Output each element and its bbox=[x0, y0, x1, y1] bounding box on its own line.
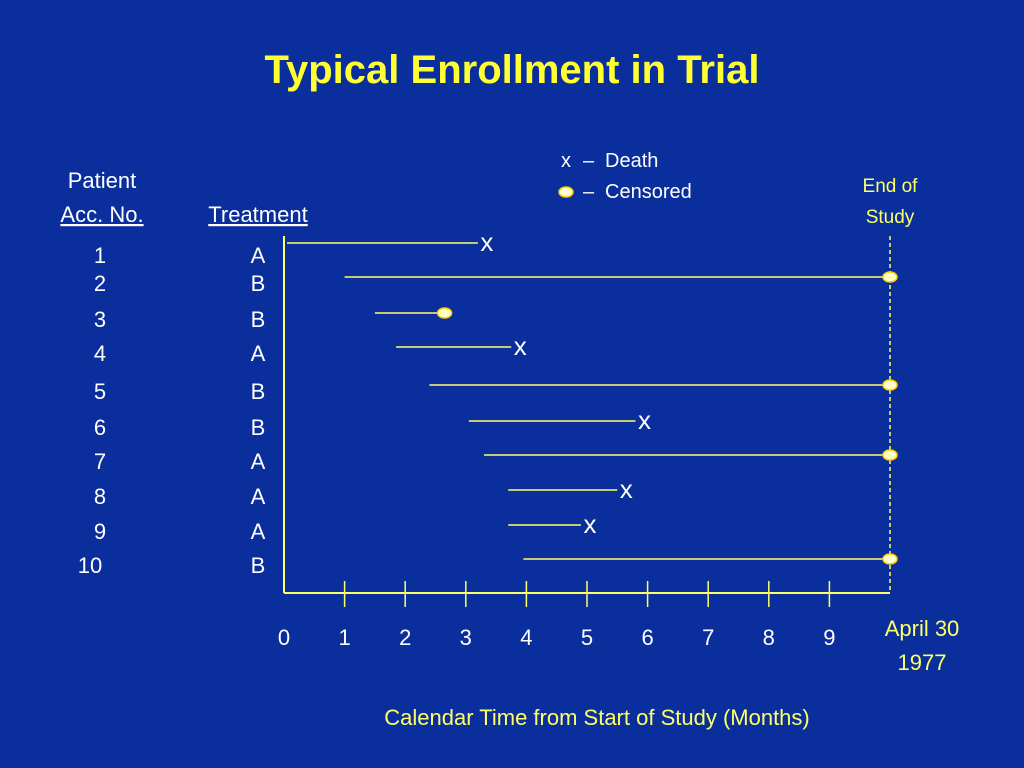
legend-death-symbol: x bbox=[561, 150, 571, 172]
patient-header-line1: Patient bbox=[68, 168, 137, 193]
censored-marker bbox=[882, 449, 898, 461]
patient-treatment: A bbox=[251, 484, 266, 509]
patient-header-line2: Acc. No. bbox=[60, 202, 143, 227]
legend: x – Death – Censored bbox=[558, 150, 692, 203]
x-tick-label: 4 bbox=[520, 625, 532, 650]
death-marker: x bbox=[583, 509, 596, 539]
axes: 0 1 2 3 4 5 6 7 8 9 bbox=[278, 236, 891, 650]
x-tick-label: 3 bbox=[460, 625, 472, 650]
death-marker: x bbox=[480, 227, 493, 257]
death-marker: x bbox=[620, 474, 633, 504]
end-of-study-label-line2: Study bbox=[866, 207, 915, 228]
patient-acc-no: 9 bbox=[94, 519, 106, 544]
x-tick-label: 7 bbox=[702, 625, 714, 650]
patient-acc-no: 10 bbox=[78, 553, 102, 578]
end-date-line2: 1977 bbox=[898, 650, 947, 675]
x-tick-label: 8 bbox=[763, 625, 775, 650]
treatment-header: Treatment bbox=[208, 202, 307, 227]
censored-marker bbox=[882, 271, 898, 283]
patient-acc-no: 3 bbox=[94, 307, 106, 332]
x-tick-label: 2 bbox=[399, 625, 411, 650]
censored-marker bbox=[436, 307, 453, 319]
patient-treatment: B bbox=[251, 415, 266, 440]
death-marker: x bbox=[638, 405, 651, 435]
patient-treatment: B bbox=[251, 307, 266, 332]
patient-treatment: A bbox=[251, 243, 266, 268]
end-date-line1: April 30 bbox=[885, 616, 960, 641]
patient-acc-no: 7 bbox=[94, 449, 106, 474]
patient-acc-no: 5 bbox=[94, 379, 106, 404]
patient-treatment: A bbox=[251, 449, 266, 474]
patient-acc-no: 4 bbox=[94, 341, 106, 366]
patient-treatment: B bbox=[251, 271, 266, 296]
legend-censored-dash: – bbox=[583, 181, 595, 203]
patient-treatment: B bbox=[251, 553, 266, 578]
page-title: Typical Enrollment in Trial bbox=[264, 48, 760, 92]
x-tick-label: 5 bbox=[581, 625, 593, 650]
patient-acc-no: 8 bbox=[94, 484, 106, 509]
patient-treatment: B bbox=[251, 379, 266, 404]
patient-acc-no: 2 bbox=[94, 271, 106, 296]
patient-treatment: A bbox=[251, 341, 266, 366]
legend-censored-label: Censored bbox=[605, 181, 692, 203]
x-axis-label: Calendar Time from Start of Study (Month… bbox=[384, 705, 810, 730]
x-tick-label: 9 bbox=[823, 625, 835, 650]
patient-acc-no: 6 bbox=[94, 415, 106, 440]
legend-death-label: Death bbox=[605, 150, 658, 172]
death-marker: x bbox=[514, 331, 527, 361]
x-tick-label: 1 bbox=[338, 625, 350, 650]
censored-marker bbox=[882, 553, 898, 565]
legend-censored-marker bbox=[558, 186, 574, 198]
censored-marker bbox=[882, 379, 898, 391]
patient-acc-no: 1 bbox=[94, 243, 106, 268]
legend-death-dash: – bbox=[583, 150, 595, 172]
x-tick-label: 6 bbox=[641, 625, 653, 650]
patient-row: 10 B bbox=[78, 553, 898, 578]
patient-treatment: A bbox=[251, 519, 266, 544]
end-of-study-label-line1: End of bbox=[863, 176, 919, 197]
x-tick-label: 0 bbox=[278, 625, 290, 650]
